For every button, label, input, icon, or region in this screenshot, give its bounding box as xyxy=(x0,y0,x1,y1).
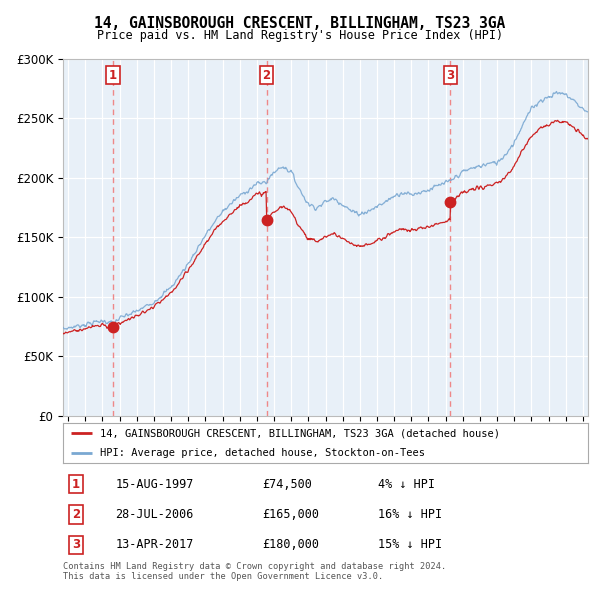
Text: 1: 1 xyxy=(109,68,117,81)
Text: 14, GAINSBOROUGH CRESCENT, BILLINGHAM, TS23 3GA: 14, GAINSBOROUGH CRESCENT, BILLINGHAM, T… xyxy=(94,16,506,31)
Text: Contains HM Land Registry data © Crown copyright and database right 2024.
This d: Contains HM Land Registry data © Crown c… xyxy=(63,562,446,581)
Text: £165,000: £165,000 xyxy=(263,508,320,521)
Text: Price paid vs. HM Land Registry's House Price Index (HPI): Price paid vs. HM Land Registry's House … xyxy=(97,29,503,42)
Text: 15-AUG-1997: 15-AUG-1997 xyxy=(115,478,194,491)
Text: 13-APR-2017: 13-APR-2017 xyxy=(115,538,194,551)
Text: 2: 2 xyxy=(263,68,271,81)
Text: 15% ↓ HPI: 15% ↓ HPI xyxy=(378,538,442,551)
Text: £180,000: £180,000 xyxy=(263,538,320,551)
Text: 28-JUL-2006: 28-JUL-2006 xyxy=(115,508,194,521)
Text: 14, GAINSBOROUGH CRESCENT, BILLINGHAM, TS23 3GA (detached house): 14, GAINSBOROUGH CRESCENT, BILLINGHAM, T… xyxy=(100,428,500,438)
Text: 4% ↓ HPI: 4% ↓ HPI xyxy=(378,478,435,491)
Text: 3: 3 xyxy=(446,68,454,81)
Text: HPI: Average price, detached house, Stockton-on-Tees: HPI: Average price, detached house, Stoc… xyxy=(100,448,425,458)
Text: 16% ↓ HPI: 16% ↓ HPI xyxy=(378,508,442,521)
Text: 3: 3 xyxy=(72,538,80,551)
Text: £74,500: £74,500 xyxy=(263,478,313,491)
Text: 2: 2 xyxy=(72,508,80,521)
Text: 1: 1 xyxy=(72,478,80,491)
